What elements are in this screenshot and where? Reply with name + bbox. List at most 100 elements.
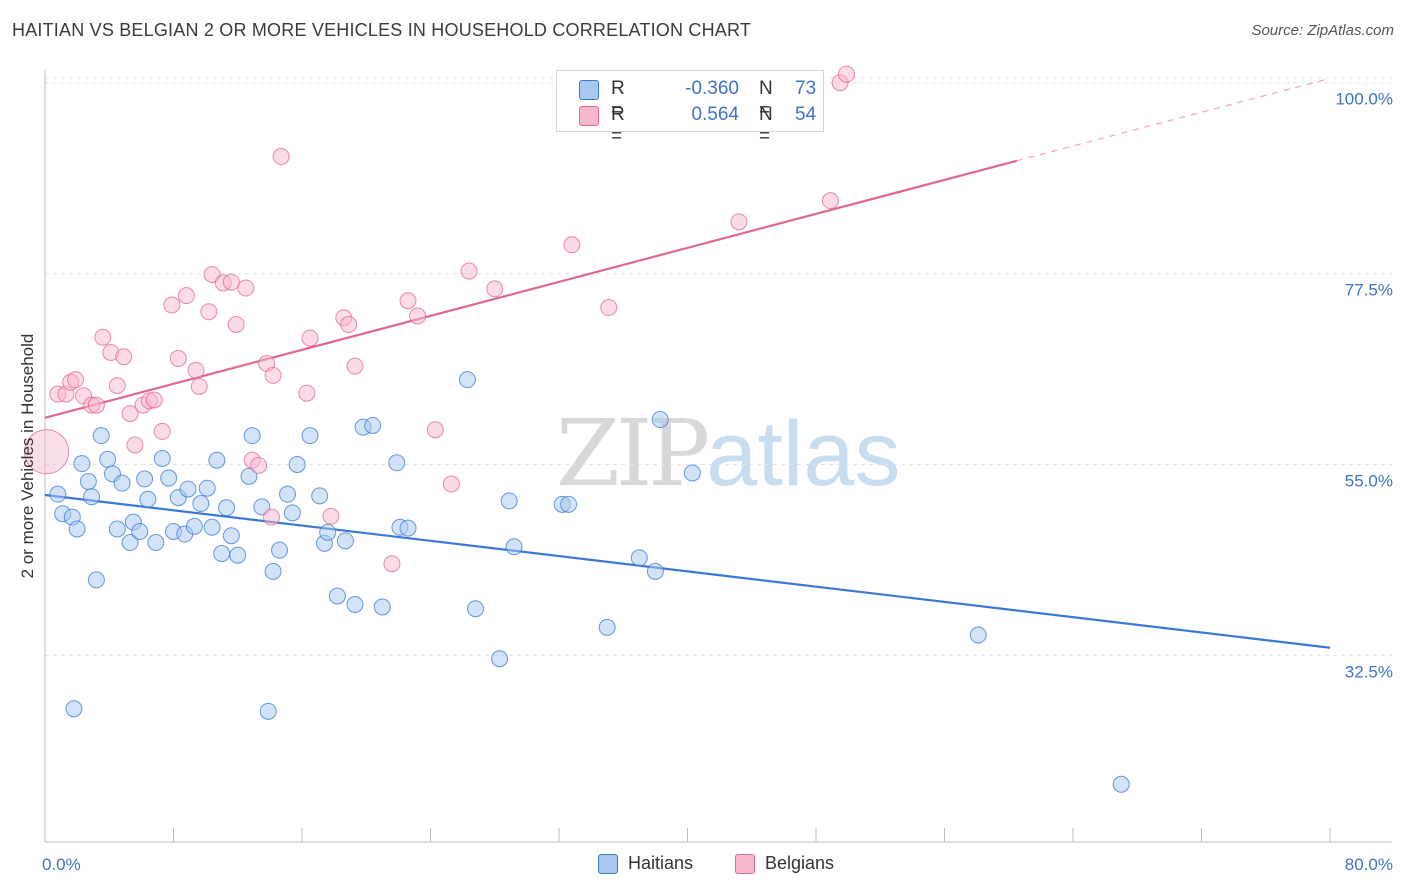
haitians-point: [598, 618, 616, 636]
belgians-point: [442, 475, 460, 493]
haitians-point: [466, 600, 484, 618]
belgians-point: [187, 361, 205, 379]
y-tick-labels: 32.5% 55.0% 77.5% 100.0%: [1335, 90, 1393, 682]
haitians-point: [346, 595, 364, 613]
y-tick-label: 55.0%: [1345, 471, 1393, 490]
belgians-point: [108, 377, 126, 395]
y-tick-label: 77.5%: [1345, 281, 1393, 300]
haitians-point: [213, 545, 231, 563]
belgians-point: [409, 307, 427, 325]
haitians-point: [311, 487, 329, 505]
haitians-point: [683, 464, 701, 482]
chart-title: HAITIAN VS BELGIAN 2 OR MORE VEHICLES IN…: [12, 20, 752, 40]
haitians-point: [121, 534, 139, 552]
belgians-point: [399, 292, 417, 310]
x-tick-labels: 0.0% 80.0%: [42, 855, 1393, 874]
belgians-point: [322, 507, 340, 525]
watermark-zip: ZIP: [556, 400, 710, 507]
belgians-point: [486, 280, 504, 298]
data-points: [24, 65, 1130, 793]
haitians-point: [139, 490, 157, 508]
haitians-point: [65, 700, 83, 718]
belgians-point: [821, 192, 839, 210]
belgians-point: [460, 262, 478, 280]
belgians-point: [121, 405, 139, 423]
belgians-point: [190, 377, 208, 395]
haitians-point: [113, 474, 131, 492]
haitians-point: [136, 470, 154, 488]
haitians-trend-line: [44, 493, 1331, 649]
belgians-point: [383, 555, 401, 573]
haitians-point: [229, 546, 247, 564]
axes: [44, 70, 1392, 843]
haitians-point: [319, 523, 337, 541]
belgians-point: [153, 422, 171, 440]
r-label: R =: [611, 78, 625, 121]
haitians-point: [243, 427, 261, 445]
belgians-legend-swatch: [735, 854, 755, 874]
haitians-point: [458, 371, 476, 389]
haitians-point: [969, 626, 987, 644]
belgians-point: [600, 299, 618, 317]
haitians-point: [198, 479, 216, 497]
belgians-point: [262, 508, 280, 526]
haitians-point: [279, 485, 297, 503]
haitians-point: [264, 562, 282, 580]
haitians-point: [505, 538, 523, 556]
trend-lines: [44, 77, 1331, 649]
haitians-point: [651, 411, 669, 429]
haitians-point: [87, 571, 105, 589]
belgians-legend-label: Belgians: [765, 853, 835, 873]
correlation-legend: R = -0.360 N = 73 R = 0.564 N = 54: [556, 70, 824, 147]
belgians-point: [163, 296, 181, 314]
belgians-point: [177, 287, 195, 305]
haitians-legend-label: Haitians: [628, 853, 694, 873]
n-label: N =: [759, 104, 773, 147]
belgians-point: [227, 316, 245, 334]
belgians-point: [340, 316, 358, 334]
haitians-point: [271, 541, 289, 559]
n-value: 54: [795, 104, 817, 125]
haitians-point: [208, 451, 226, 469]
belgians-point: [237, 279, 255, 297]
gridlines: [45, 77, 1392, 656]
belgians-point: [94, 328, 112, 346]
belgians-point: [169, 349, 187, 367]
belgians-point: [730, 213, 748, 231]
belgians-point: [200, 303, 218, 321]
belgians-swatch: [579, 106, 599, 126]
belgians-trend-extension: [1016, 77, 1331, 162]
haitians-point: [203, 518, 221, 536]
haitians-point: [500, 492, 518, 510]
r-label: R =: [611, 104, 625, 147]
haitians-point: [83, 488, 101, 506]
belgians-point: [264, 366, 282, 384]
haitians-point: [301, 427, 319, 445]
haitians-point: [630, 549, 648, 567]
haitians-point: [73, 455, 91, 473]
haitians-point: [283, 504, 301, 522]
haitians-point: [68, 520, 86, 538]
haitians-point: [49, 485, 67, 503]
haitians-point: [99, 450, 117, 468]
haitians-point: [259, 702, 277, 720]
belgians-point: [222, 273, 240, 291]
x-tick-label: 80.0%: [1345, 855, 1393, 874]
belgians-point: [272, 148, 290, 166]
haitians-point: [288, 455, 306, 473]
haitians-point: [560, 495, 578, 513]
source-label: Source: ZipAtlas.com: [1251, 22, 1394, 39]
haitians-point: [160, 469, 178, 487]
haitians-point: [92, 427, 110, 445]
haitians-point: [1112, 775, 1130, 793]
belgians-point: [145, 391, 163, 409]
haitians-point: [364, 416, 382, 434]
belgians-point: [87, 396, 105, 414]
n-value: 73: [795, 78, 817, 99]
haitians-point: [491, 650, 509, 668]
belgians-point: [115, 348, 133, 366]
haitians-legend-swatch: [598, 854, 618, 874]
belgians-point: [24, 429, 70, 475]
r-value: 0.564: [691, 104, 739, 125]
belgians-point: [838, 65, 856, 83]
